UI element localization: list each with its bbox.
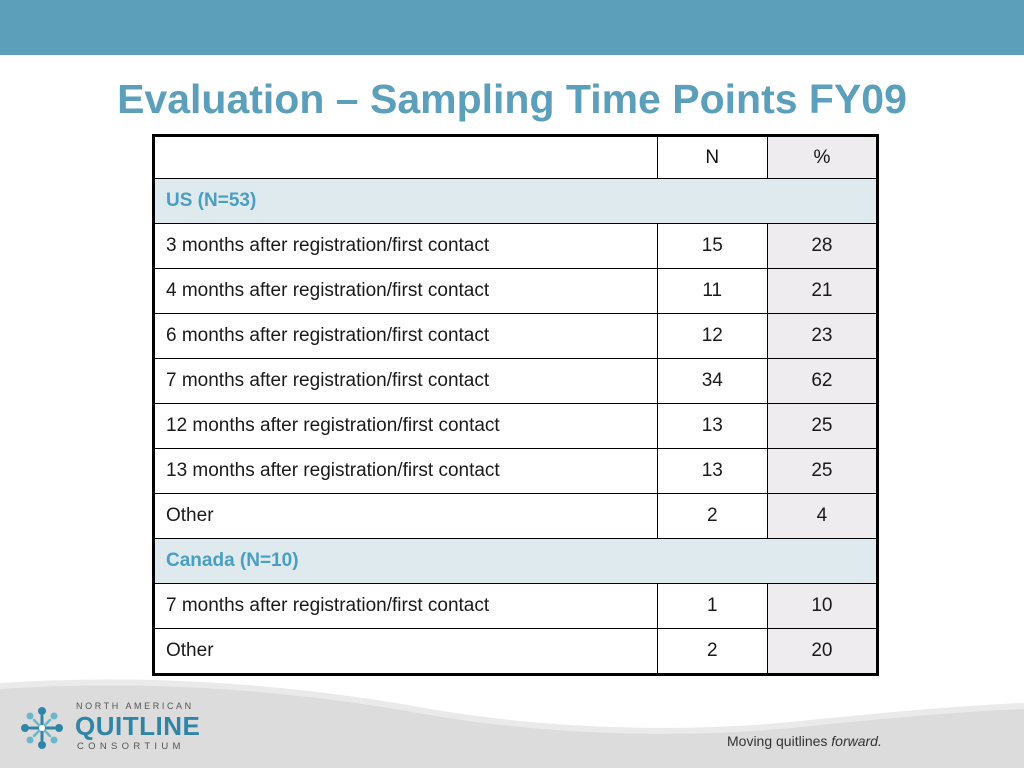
header-n-cell: N <box>656 135 768 179</box>
tagline-emphasis: forward. <box>831 733 882 749</box>
row-n: 13 <box>656 403 768 449</box>
row-pct: 21 <box>766 268 879 314</box>
table-row: 4 months after registration/first contac… <box>153 268 879 314</box>
row-n: 13 <box>656 448 768 494</box>
row-n: 11 <box>656 268 768 314</box>
snowflake-logo-icon <box>21 707 63 749</box>
row-pct: 28 <box>766 223 879 269</box>
section-label-us: US (N=53) <box>153 178 878 224</box>
footer-swoosh <box>0 679 1024 768</box>
row-pct: 62 <box>766 358 879 404</box>
row-label: Other <box>153 493 658 539</box>
table-row: Other 2 20 <box>153 628 879 675</box>
logo-bottom-text: CONSORTIUM <box>77 741 185 752</box>
row-pct: 25 <box>766 403 879 449</box>
row-pct: 23 <box>766 313 879 359</box>
row-n: 1 <box>656 583 768 629</box>
row-label: 7 months after registration/first contac… <box>153 358 658 404</box>
header-label-cell <box>153 135 658 179</box>
top-banner <box>0 0 1024 55</box>
row-n: 34 <box>656 358 768 404</box>
row-n: 2 <box>656 628 768 675</box>
row-label: Other <box>153 628 658 675</box>
row-label: 13 months after registration/first conta… <box>153 448 658 494</box>
table-row: 7 months after registration/first contac… <box>153 358 879 404</box>
table-row: 13 months after registration/first conta… <box>153 448 879 494</box>
logo-main-text: QUITLINE <box>75 711 201 741</box>
tagline: Moving quitlines forward. <box>727 733 882 749</box>
table-row: 7 months after registration/first contac… <box>153 583 879 629</box>
row-pct: 4 <box>766 493 879 539</box>
row-label: 7 months after registration/first contac… <box>153 583 658 629</box>
row-label: 4 months after registration/first contac… <box>153 268 658 314</box>
tagline-plain: Moving quitlines <box>727 733 828 749</box>
row-pct: 25 <box>766 448 879 494</box>
row-label: 3 months after registration/first contac… <box>153 223 658 269</box>
row-label: 12 months after registration/first conta… <box>153 403 658 449</box>
row-label: 6 months after registration/first contac… <box>153 313 658 359</box>
table-row: Other 2 4 <box>153 493 879 539</box>
slide-title: Evaluation – Sampling Time Points FY09 <box>117 76 907 122</box>
table-header-row: N % <box>153 135 879 179</box>
quitline-logo: NORTH AMERICAN QUITLINE CONSORTIUM <box>14 700 204 756</box>
section-row-us: US (N=53) <box>153 178 878 224</box>
logo-top-text: NORTH AMERICAN <box>76 701 194 711</box>
table-row: 6 months after registration/first contac… <box>153 313 879 359</box>
section-label-canada: Canada (N=10) <box>153 538 878 584</box>
row-n: 15 <box>656 223 768 269</box>
table-row: 12 months after registration/first conta… <box>153 403 879 449</box>
row-n: 12 <box>656 313 768 359</box>
section-row-canada: Canada (N=10) <box>153 538 878 584</box>
row-pct: 20 <box>766 628 879 675</box>
table-row: 3 months after registration/first contac… <box>153 223 879 269</box>
row-pct: 10 <box>766 583 879 629</box>
sampling-table: N % US (N=53) 3 months after registratio… <box>152 134 879 676</box>
header-pct-cell: % <box>766 135 879 179</box>
row-n: 2 <box>656 493 768 539</box>
